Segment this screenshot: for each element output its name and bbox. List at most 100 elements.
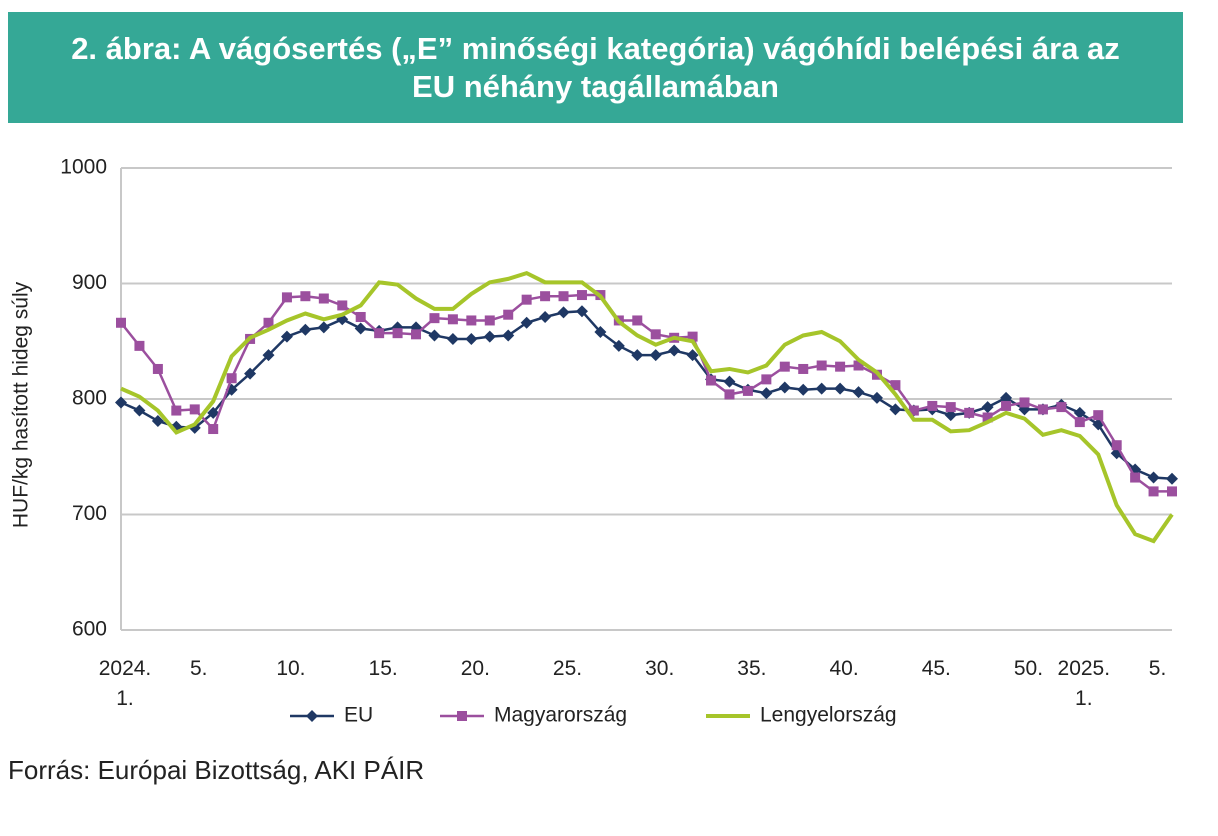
point xyxy=(428,329,441,342)
x-tick-label: 10. xyxy=(276,657,306,680)
x-tick-label: 5. xyxy=(1148,657,1167,680)
point xyxy=(520,316,533,329)
point xyxy=(760,387,773,400)
point xyxy=(742,385,753,396)
point xyxy=(189,404,200,415)
point xyxy=(280,330,293,343)
point xyxy=(557,306,570,319)
point xyxy=(115,396,127,409)
point xyxy=(226,373,237,384)
point xyxy=(484,315,495,326)
point xyxy=(465,332,478,345)
x-tick-label: 5. xyxy=(189,657,208,680)
x-tick-label: 20. xyxy=(460,657,490,680)
x-tick-label: 50. xyxy=(1013,657,1044,680)
point xyxy=(982,412,993,423)
point xyxy=(466,315,477,326)
legend-marker xyxy=(306,710,318,722)
point xyxy=(337,300,348,311)
point xyxy=(1167,486,1177,497)
point xyxy=(797,383,810,396)
point xyxy=(133,404,146,417)
point xyxy=(945,402,956,413)
series-line xyxy=(120,309,1173,480)
x-tick-label: 2024. 1. xyxy=(98,657,152,711)
point xyxy=(1148,486,1159,497)
x-tick-label: 45. xyxy=(921,657,951,680)
legend-label: Lengyelország xyxy=(760,704,897,727)
point xyxy=(300,291,311,302)
series-line xyxy=(120,270,1174,544)
point xyxy=(853,360,864,371)
point xyxy=(208,424,219,435)
y-tick-label: 800 xyxy=(72,387,107,410)
point xyxy=(152,363,163,374)
point xyxy=(1130,472,1141,483)
point xyxy=(1056,402,1067,413)
point xyxy=(503,309,514,320)
point xyxy=(816,360,827,371)
point xyxy=(575,305,588,318)
point xyxy=(1019,397,1030,408)
point xyxy=(447,314,458,325)
point xyxy=(798,363,809,374)
y-tick-label: 700 xyxy=(72,502,107,525)
point xyxy=(151,414,164,427)
point xyxy=(262,349,275,362)
legend-label: Magyarország xyxy=(494,704,627,727)
point xyxy=(539,310,552,323)
point xyxy=(1166,472,1178,485)
y-tick-label: 600 xyxy=(72,618,107,641)
point xyxy=(281,292,292,303)
point xyxy=(761,374,772,385)
point xyxy=(299,323,312,336)
point xyxy=(263,317,274,328)
point xyxy=(576,290,587,301)
point xyxy=(815,382,828,395)
point xyxy=(686,349,699,362)
point xyxy=(540,291,551,302)
y-axis-label: HUF/kg hasított hideg súly xyxy=(10,281,33,528)
point xyxy=(723,375,736,388)
point xyxy=(354,322,367,335)
point xyxy=(834,382,847,395)
chart-title: 2. ábra: A vágósertés („E” minőségi kate… xyxy=(8,12,1183,123)
point xyxy=(1093,410,1104,421)
series-line xyxy=(120,293,1172,493)
x-tick-label: 25. xyxy=(552,657,583,680)
point xyxy=(835,361,846,372)
point xyxy=(687,331,698,342)
point xyxy=(649,349,662,362)
point xyxy=(724,389,735,400)
point xyxy=(964,407,975,418)
legend-marker xyxy=(457,711,467,721)
point xyxy=(889,403,902,416)
point xyxy=(632,315,643,326)
point xyxy=(318,293,329,304)
point xyxy=(631,349,644,362)
point xyxy=(1037,404,1048,415)
point xyxy=(852,386,865,399)
point xyxy=(1001,400,1012,411)
point xyxy=(446,332,459,345)
y-tick-label: 1000 xyxy=(60,156,107,179)
point xyxy=(429,313,440,324)
point xyxy=(1111,440,1122,451)
point xyxy=(558,291,569,302)
point xyxy=(981,401,994,414)
point xyxy=(778,381,791,394)
point xyxy=(594,326,607,339)
point xyxy=(890,380,901,391)
x-tick-label: 2025. 1. xyxy=(1057,657,1111,711)
point xyxy=(1000,391,1013,404)
point xyxy=(1073,406,1086,419)
legend-label: EU xyxy=(344,704,373,727)
point xyxy=(355,311,366,322)
point xyxy=(502,329,515,342)
point xyxy=(650,329,661,340)
source: Forrás: Európai Bizottság, AKI PÁIR xyxy=(8,755,425,785)
x-tick-label: 15. xyxy=(368,657,398,680)
point xyxy=(927,400,938,411)
